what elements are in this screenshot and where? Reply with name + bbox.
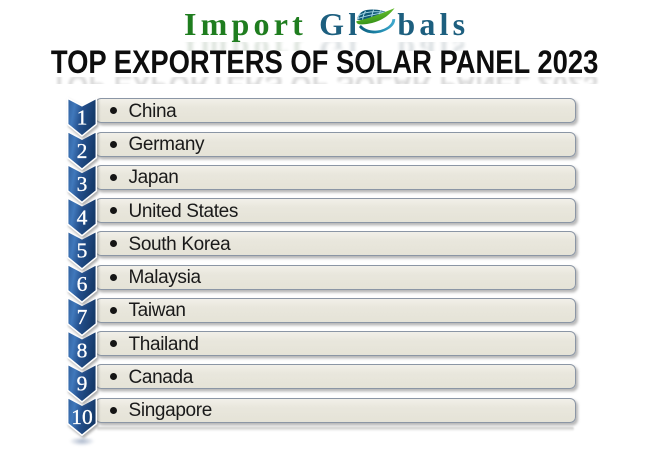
svg-text:9: 9: [77, 372, 88, 396]
svg-text:6: 6: [77, 272, 88, 296]
svg-text:7: 7: [77, 305, 88, 329]
svg-text:5: 5: [77, 239, 88, 263]
svg-text:4: 4: [77, 205, 88, 229]
svg-text:8: 8: [77, 338, 88, 362]
svg-text:2: 2: [77, 139, 88, 163]
svg-text:1: 1: [77, 106, 88, 130]
svg-text:3: 3: [77, 172, 88, 196]
svg-text:10: 10: [71, 405, 93, 429]
